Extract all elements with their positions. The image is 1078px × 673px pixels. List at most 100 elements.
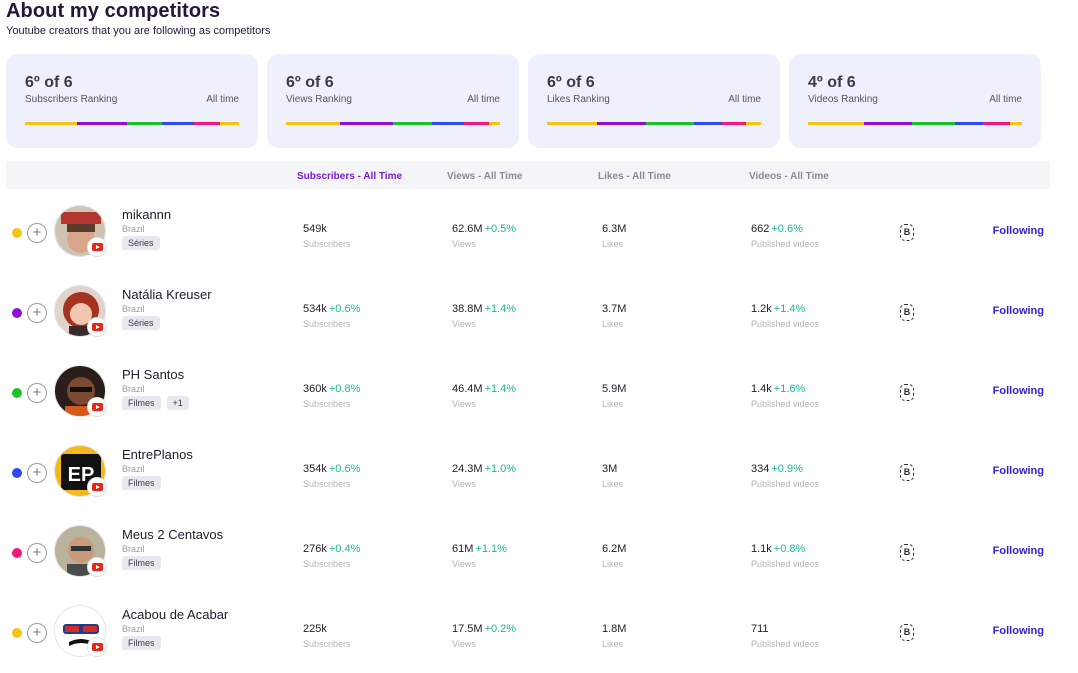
rank-bar-segment — [127, 122, 162, 125]
metric-change: +1.1% — [475, 543, 507, 555]
metric-label: Views — [452, 559, 476, 569]
badge-b-icon[interactable]: B — [900, 624, 914, 641]
views-ranking-card[interactable]: 6º of 6 Views Ranking All time — [267, 54, 519, 148]
competitor-row[interactable]: + Meus 2 Centavos Brazil Filmes 276k +0.4… — [0, 520, 1060, 600]
metric-label: Published videos — [751, 239, 820, 249]
category-tag[interactable]: +1 — [166, 396, 189, 410]
card-rank: 6º of 6 — [286, 74, 334, 91]
likes-metric: 3M Likes — [602, 459, 623, 489]
channel-name[interactable]: Meus 2 Centavos — [122, 527, 224, 542]
card-period: All time — [728, 94, 761, 105]
badge-b-icon[interactable]: B — [900, 224, 914, 241]
category-tag[interactable]: Filmes — [122, 476, 161, 490]
channel-name[interactable]: mikannn — [122, 207, 172, 222]
avatar[interactable]: EP — [54, 445, 106, 497]
category-tag[interactable]: Filmes — [122, 396, 161, 410]
metric-value: 17.5M — [452, 623, 483, 635]
channel-country: Brazil — [122, 224, 145, 234]
metric-label: Views — [452, 399, 476, 409]
column-views[interactable]: Views - All Time — [447, 171, 523, 182]
add-compare-button[interactable]: + — [27, 623, 47, 643]
badge-b-icon[interactable]: B — [900, 304, 914, 321]
metric-value: 1.1k — [751, 543, 772, 555]
views-metric: 61M +1.1% Views — [452, 539, 507, 569]
channel-name[interactable]: EntrePlanos — [122, 447, 193, 462]
following-button[interactable]: Following — [992, 305, 1044, 317]
metric-value: 354k — [303, 463, 327, 475]
following-button[interactable]: Following — [992, 385, 1044, 397]
metric-value: 662 — [751, 223, 770, 235]
category-tag[interactable]: Séries — [122, 316, 160, 330]
likes-metric: 5.9M Likes — [602, 379, 626, 409]
competitor-row[interactable]: + Natália Kreuser Brazil Séries 534k +0.6… — [0, 280, 1060, 360]
badge-b-icon[interactable]: B — [900, 464, 914, 481]
channel-tags: Filmes — [122, 476, 161, 490]
column-likes[interactable]: Likes - All Time — [598, 171, 671, 182]
rank-bar-segment — [76, 122, 128, 125]
metric-label: Likes — [602, 319, 624, 329]
subscribers-metric: 549k Subscribers — [303, 219, 351, 249]
rank-bar-segment — [746, 122, 761, 125]
page-title: About my competitors — [6, 0, 221, 22]
metric-label: Views — [452, 239, 476, 249]
channel-tags: Filmes — [122, 636, 161, 650]
channel-tags: Séries — [122, 316, 160, 330]
rank-bar-segment — [597, 122, 646, 125]
likes-metric: 6.3M Likes — [602, 219, 626, 249]
likes-ranking-card[interactable]: 6º of 6 Likes Ranking All time — [528, 54, 780, 148]
metric-label: Published videos — [751, 639, 820, 649]
subscribers-ranking-card[interactable]: 6º of 6 Subscribers Ranking All time — [6, 54, 258, 148]
metric-value: 3M — [602, 463, 618, 475]
avatar[interactable] — [54, 285, 106, 337]
add-compare-button[interactable]: + — [27, 543, 47, 563]
add-compare-button[interactable]: + — [27, 463, 47, 483]
category-tag[interactable]: Séries — [122, 236, 160, 250]
competitor-row[interactable]: + PH Santos Brazil Filmes +1 360k +0.8% Su… — [0, 360, 1060, 440]
avatar[interactable] — [54, 525, 106, 577]
metric-value: 225k — [303, 623, 327, 635]
competitor-row[interactable]: + Acabou de Acabar Brazil Filmes 225k Su… — [0, 600, 1060, 673]
badge-b-icon[interactable]: B — [900, 384, 914, 401]
rank-color-bar — [286, 122, 500, 125]
competitor-row[interactable]: + EP EntrePlanos Brazil Filmes 354k +0.6%… — [0, 440, 1060, 520]
following-button[interactable]: Following — [992, 545, 1044, 557]
metric-value: 24.3M — [452, 463, 483, 475]
metric-label: Subscribers — [303, 559, 351, 569]
add-compare-button[interactable]: + — [27, 223, 47, 243]
metric-change: +1.4% — [484, 383, 517, 395]
metric-change: +0.4% — [328, 543, 361, 555]
badge-b-icon[interactable]: B — [900, 544, 914, 561]
category-tag[interactable]: Filmes — [122, 636, 161, 650]
rank-bar-segment — [161, 122, 195, 125]
metric-change: +0.2% — [484, 623, 517, 635]
metric-change: +0.9% — [771, 463, 803, 475]
rank-bar-segment — [432, 122, 465, 125]
add-compare-button[interactable]: + — [27, 303, 47, 323]
metric-change: +1.0% — [484, 463, 517, 475]
column-videos[interactable]: Videos - All Time — [749, 171, 829, 182]
metric-value: 38.8M — [452, 303, 483, 315]
channel-name[interactable]: PH Santos — [122, 367, 185, 382]
following-button[interactable]: Following — [992, 225, 1044, 237]
competitor-row[interactable]: + mikannn Brazil Séries 549k Subscribers… — [0, 200, 1060, 280]
avatar[interactable] — [54, 605, 106, 657]
channel-tags: Filmes +1 — [122, 396, 189, 410]
metric-value: 61M — [452, 543, 474, 555]
videos-ranking-card[interactable]: 4º of 6 Videos Ranking All time — [789, 54, 1041, 148]
card-label: Subscribers Ranking — [25, 94, 118, 105]
channel-name[interactable]: Natália Kreuser — [122, 287, 212, 302]
add-compare-button[interactable]: + — [27, 383, 47, 403]
following-button[interactable]: Following — [992, 625, 1044, 637]
metric-value: 549k — [303, 223, 327, 235]
category-tag[interactable]: Filmes — [122, 556, 161, 570]
metric-value: 62.6M — [452, 223, 483, 235]
metric-change: +0.8% — [328, 383, 361, 395]
metric-value: 360k — [303, 383, 327, 395]
likes-metric: 3.7M Likes — [602, 299, 626, 329]
avatar[interactable] — [54, 365, 106, 417]
column-subscribers[interactable]: Subscribers - All Time — [297, 171, 403, 182]
videos-metric: 1.4k +1.6% Published videos — [751, 379, 819, 409]
following-button[interactable]: Following — [992, 465, 1044, 477]
card-label: Videos Ranking — [808, 94, 878, 105]
channel-name[interactable]: Acabou de Acabar — [122, 607, 229, 622]
